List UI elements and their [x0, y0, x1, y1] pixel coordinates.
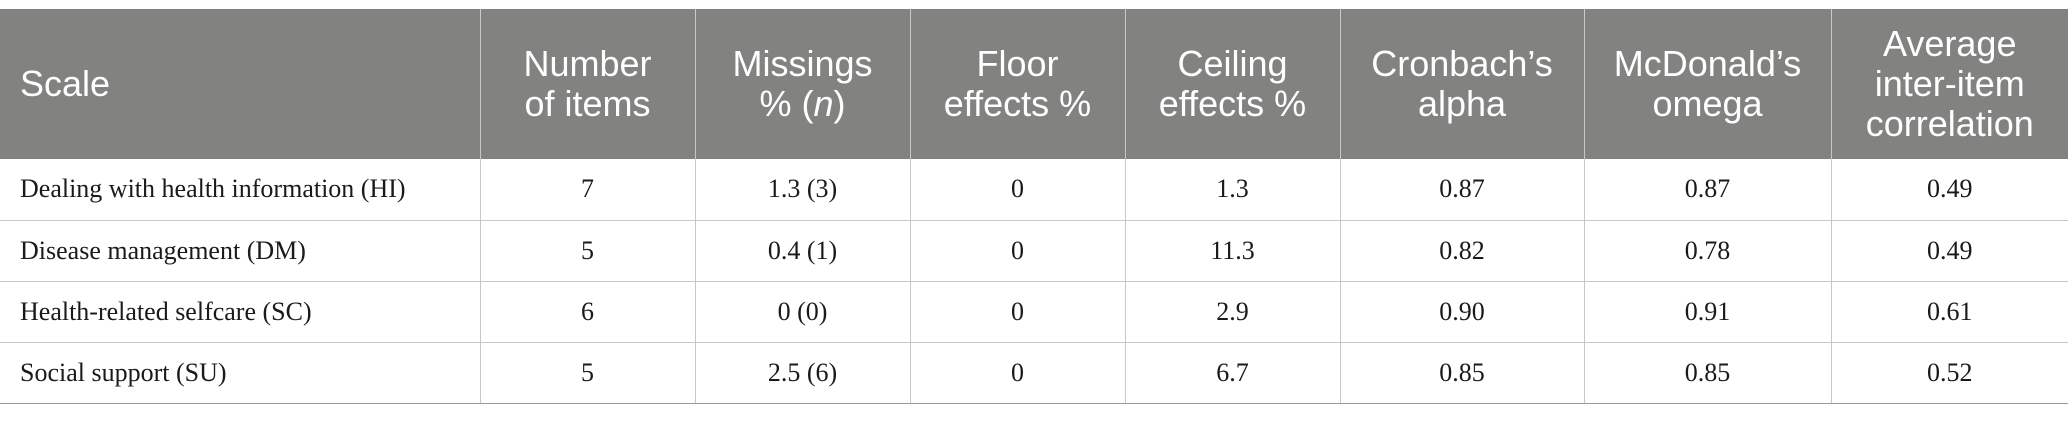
cell-mcdonalds-omega: 0.85: [1584, 342, 1832, 404]
table-header: Scale Number of items Missings % (n) Flo…: [0, 9, 2068, 159]
cell-average-inter-item-correlation: 0.49: [1831, 159, 2068, 221]
table-row: Health-related selfcare (SC) 6 0 (0) 0 2…: [0, 281, 2068, 343]
cell-mcdonalds-omega: 0.91: [1584, 281, 1832, 343]
cell-floor-effects: 0: [910, 342, 1126, 404]
cell-ceiling-effects: 1.3: [1125, 159, 1341, 221]
cell-average-inter-item-correlation: 0.49: [1831, 220, 2068, 282]
cell-floor-effects: 0: [910, 281, 1126, 343]
cell-scale: Social support (SU): [0, 342, 481, 404]
table-container: Scale Number of items Missings % (n) Flo…: [0, 9, 2068, 404]
cell-mcdonalds-omega: 0.78: [1584, 220, 1832, 282]
cell-ceiling-effects: 11.3: [1125, 220, 1341, 282]
header-missings: Missings % (n): [695, 9, 911, 159]
cell-ceiling-effects: 2.9: [1125, 281, 1341, 343]
cell-floor-effects: 0: [910, 159, 1126, 221]
cell-ceiling-effects: 6.7: [1125, 342, 1341, 404]
header-cronbachs-alpha: Cronbach’s alpha: [1340, 9, 1585, 159]
cell-missings: 0 (0): [695, 281, 911, 343]
header-average-inter-item-correlation: Average inter-item correlation: [1831, 9, 2068, 159]
header-missings-unit: % (n): [759, 83, 846, 124]
table-row: Disease management (DM) 5 0.4 (1) 0 11.3…: [0, 220, 2068, 282]
table-row: Dealing with health information (HI) 7 1…: [0, 159, 2068, 221]
cell-cronbachs-alpha: 0.90: [1340, 281, 1585, 343]
header-ceiling-effects: Ceiling effects %: [1125, 9, 1341, 159]
cell-number-of-items: 7: [480, 159, 696, 221]
cell-scale: Disease management (DM): [0, 220, 481, 282]
cell-scale: Health-related selfcare (SC): [0, 281, 481, 343]
cell-cronbachs-alpha: 0.85: [1340, 342, 1585, 404]
cell-floor-effects: 0: [910, 220, 1126, 282]
header-scale: Scale: [0, 9, 481, 159]
cell-cronbachs-alpha: 0.82: [1340, 220, 1585, 282]
cell-number-of-items: 5: [480, 342, 696, 404]
cell-cronbachs-alpha: 0.87: [1340, 159, 1585, 221]
cell-scale: Dealing with health information (HI): [0, 159, 481, 221]
cell-number-of-items: 5: [480, 220, 696, 282]
cell-mcdonalds-omega: 0.87: [1584, 159, 1832, 221]
cell-average-inter-item-correlation: 0.61: [1831, 281, 2068, 343]
scale-statistics-table: Scale Number of items Missings % (n) Flo…: [0, 9, 2068, 404]
cell-number-of-items: 6: [480, 281, 696, 343]
cell-average-inter-item-correlation: 0.52: [1831, 342, 2068, 404]
header-mcdonalds-omega: McDonald’s omega: [1584, 9, 1832, 159]
table-body: Dealing with health information (HI) 7 1…: [0, 159, 2068, 404]
header-number-of-items: Number of items: [480, 9, 696, 159]
cell-missings: 0.4 (1): [695, 220, 911, 282]
cell-missings: 1.3 (3): [695, 159, 911, 221]
header-floor-effects: Floor effects %: [910, 9, 1126, 159]
table-row: Social support (SU) 5 2.5 (6) 0 6.7 0.85…: [0, 342, 2068, 404]
cell-missings: 2.5 (6): [695, 342, 911, 404]
header-row: Scale Number of items Missings % (n) Flo…: [0, 9, 2068, 159]
